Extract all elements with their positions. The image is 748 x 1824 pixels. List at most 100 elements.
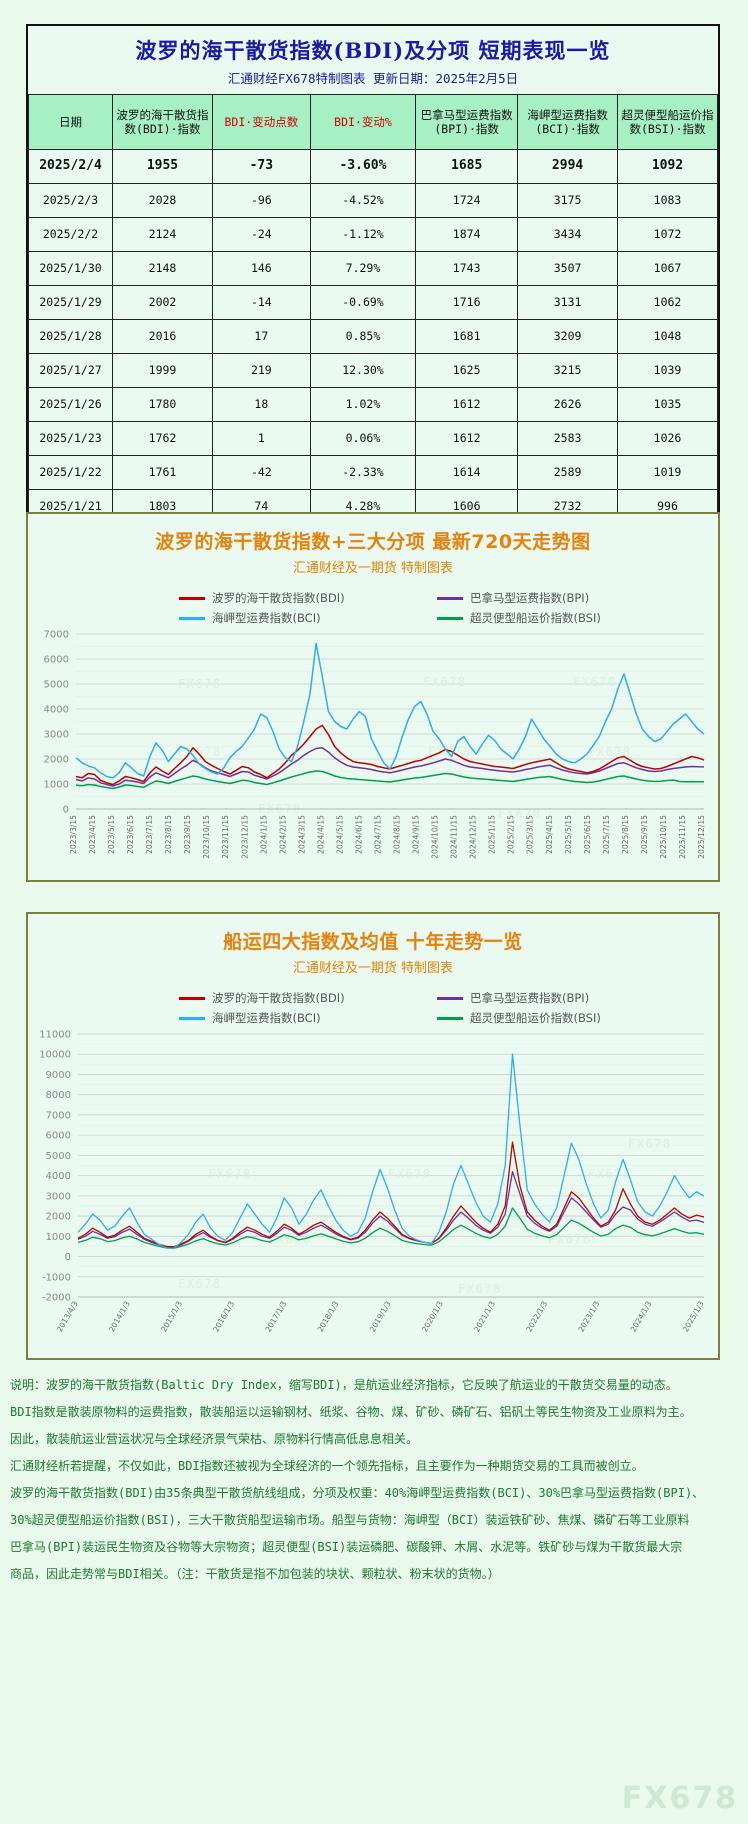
x-axis-tick-label: 2023/1/3 <box>577 1299 602 1333</box>
x-axis-tick-label: 2015/1/3 <box>159 1299 184 1333</box>
footnote-line: 30%超灵便型船运价指数(BSI)，三大干散货船型运输市场。船型与货物：海岬型（… <box>10 1513 690 1527</box>
y-axis-tick-label: 8000 <box>46 1090 71 1101</box>
brand-watermark: FX678 <box>621 1781 738 1816</box>
y-axis-tick-label: 1000 <box>44 780 69 791</box>
table-cell: -42 <box>211 455 311 490</box>
legend-swatch-icon <box>437 1016 463 1020</box>
chart-10y-legend: 波罗的海干散货指数(BDI) 巴拿马型运费指数(BPI) 海岬型运费指数(BCI) 超… <box>93 988 653 1028</box>
x-axis-tick-label: 2025/8/15 <box>621 815 630 854</box>
y-axis-tick-label: 9000 <box>46 1070 71 1081</box>
table-row: 2025/1/30 2148 146 7.29% 1743 3507 1067 <box>27 251 718 286</box>
y-axis-tick-label: 10000 <box>39 1050 71 1061</box>
x-axis-tick-label: 2024/3/15 <box>297 815 306 854</box>
table-cell: 3434 <box>517 217 619 252</box>
table-cell: 1780 <box>112 387 213 422</box>
footnote-line: 因此，散装航运业营运状况与全球经济景气荣枯、原物料行情高低息息相关。 <box>10 1432 419 1446</box>
col-header-bpi-index: 巴拿马型运费指数(BPI)·指数 <box>415 94 519 150</box>
chart-720-card: 波罗的海干散货指数+三大分项 最新720天走势图 汇通财经及一期货 特制图表 波… <box>26 512 720 882</box>
chart-720-legend: 波罗的海干散货指数(BDI) 巴拿马型运费指数(BPI) 海岬型运费指数(BCI) 超… <box>93 588 653 628</box>
x-axis-tick-label: 2024/11/15 <box>450 815 459 859</box>
legend-item: 海岬型运费指数(BCI) <box>93 1008 373 1028</box>
legend-label: 波罗的海干散货指数(BDI) <box>212 591 345 605</box>
table-cell: 146 <box>211 251 311 286</box>
table-cell: 0.85% <box>309 319 417 354</box>
series-line <box>77 1170 705 1248</box>
table-row: 2025/1/29 2002 -14 -0.69% 1716 3131 1062 <box>27 285 718 320</box>
footnotes: 说明：波罗的海干散货指数(Baltic Dry Index，缩写BDI)，是航运… <box>10 1372 746 1588</box>
table-cell: 7.29% <box>309 251 417 286</box>
table-cell: -24 <box>211 217 311 252</box>
bdi-table: 日期 波罗的海干散货指数(BDI)·指数 BDI·变动点数 BDI·变动% 巴拿… <box>27 94 718 607</box>
series-line <box>77 1053 705 1250</box>
x-axis-tick-label: 2025/11/15 <box>678 815 687 859</box>
x-axis-tick-label: 2025/1/15 <box>488 815 497 854</box>
x-axis-tick-label: 2025/4/15 <box>545 815 554 854</box>
x-axis-tick-label: 2023/5/15 <box>107 815 116 854</box>
table-cell: 1048 <box>617 319 718 354</box>
x-axis-tick-label: 2023/8/15 <box>164 815 173 854</box>
x-axis-tick-label: 2023/7/15 <box>145 815 154 854</box>
y-axis-tick-label: 3000 <box>46 1191 71 1202</box>
table-header-row: 日期 波罗的海干散货指数(BDI)·指数 BDI·变动点数 BDI·变动% 巴拿… <box>27 94 718 150</box>
table-row: 2025/1/22 1761 -42 -2.33% 1614 2589 1019 <box>27 455 718 490</box>
x-axis-tick-label: 2023/6/15 <box>126 815 135 854</box>
legend-label: 巴拿马型运费指数(BPI) <box>470 591 590 605</box>
x-axis-tick-label: 2023/12/15 <box>240 815 249 859</box>
y-axis-tick-label: 5000 <box>44 680 69 691</box>
table-cell: 2025/1/22 <box>27 455 114 490</box>
legend-label: 超灵便型船运价指数(BSI) <box>470 1011 601 1025</box>
x-axis-tick-label: 2024/2/15 <box>278 815 287 854</box>
table-cell: 2016 <box>112 319 213 354</box>
bdi-short-term-table-card: 波罗的海干散货指数(BDI)及分项 短期表现一览 汇通财经FX678特制图表 更… <box>26 24 720 609</box>
table-cell: -3.60% <box>309 149 417 184</box>
table-cell: 1761 <box>112 455 213 490</box>
series-line <box>75 642 705 779</box>
table-cell: 3507 <box>517 251 619 286</box>
x-axis-tick-label: 2021/1/3 <box>472 1299 497 1333</box>
watermark: FX678 <box>428 745 472 759</box>
table-row: 2025/1/28 2016 17 0.85% 1681 3209 1048 <box>27 319 718 354</box>
chart-720-plot: 0 1000 2000 3000 4000 5000 6000 7000 FX678 FX678 F… <box>28 628 718 887</box>
legend-item: 超灵便型船运价指数(BSI) <box>373 608 653 628</box>
y-axis-tick-label: 5000 <box>46 1151 71 1162</box>
series-line <box>77 1207 705 1249</box>
legend-swatch-icon <box>179 996 205 1000</box>
chart-720-title: 波罗的海干散货指数+三大分项 最新720天走势图 <box>155 531 591 553</box>
table-cell: 1 <box>211 421 311 456</box>
x-axis-tick-label: 2025/10/15 <box>659 815 668 859</box>
table-cell: 1.02% <box>309 387 417 422</box>
x-axis-tick-label: 2025/1/3 <box>681 1299 706 1333</box>
y-axis-tick-label: 6000 <box>46 1131 71 1142</box>
watermark: FX678 <box>178 1277 222 1291</box>
legend-swatch-icon <box>179 1016 205 1020</box>
watermark: FX678 <box>588 1167 632 1181</box>
x-axis-tick-label: 2016/1/3 <box>211 1299 236 1333</box>
table-row: 2025/2/4 1955 -73 -3.60% 1685 2994 1092 <box>27 149 718 184</box>
table-cell: 12.30% <box>309 353 417 388</box>
watermark: FX678 <box>388 1167 432 1181</box>
table-cell: 2025/1/30 <box>27 251 114 286</box>
watermark: FX678 <box>458 1282 502 1296</box>
table-cell: 219 <box>211 353 311 388</box>
table-row: 2025/1/23 1762 1 0.06% 1612 2583 1026 <box>27 421 718 456</box>
legend-item: 海岬型运费指数(BCI) <box>93 608 373 628</box>
footnote-line: BDI指数是散装原物料的运费指数，散装船运以运输钢材、纸浆、谷物、煤、矿砂、磷矿… <box>10 1405 692 1419</box>
table-cell: 1716 <box>415 285 519 320</box>
table-cell: 1083 <box>617 183 718 218</box>
watermark: FX678 <box>628 1137 672 1151</box>
y-axis-tick-label: 0 <box>63 805 69 816</box>
table-cell: 2025/1/23 <box>27 421 114 456</box>
col-header-bci-index: 海岬型运费指数(BCI)·指数 <box>517 94 619 150</box>
table-cell: 2589 <box>517 455 619 490</box>
col-header-bdi-index: 波罗的海干散货指数(BDI)·指数 <box>112 94 213 150</box>
table-cell: 1685 <box>415 149 519 184</box>
legend-label: 巴拿马型运费指数(BPI) <box>470 991 590 1005</box>
x-axis-tick-label: 2025/9/15 <box>640 815 649 854</box>
table-cell: -0.69% <box>309 285 417 320</box>
watermark: FX678 <box>498 807 542 821</box>
legend-label: 超灵便型船运价指数(BSI) <box>470 611 601 625</box>
footnote-line: 巴拿马(BPI)装运民生物资及谷物等大宗物资；超灵便型(BSI)装运磷肥、碳酸钾… <box>10 1540 683 1554</box>
x-axis-tick-label: 2025/7/15 <box>602 815 611 854</box>
x-axis-tick-label: 2024/1/15 <box>259 815 268 854</box>
table-cell: 1035 <box>617 387 718 422</box>
